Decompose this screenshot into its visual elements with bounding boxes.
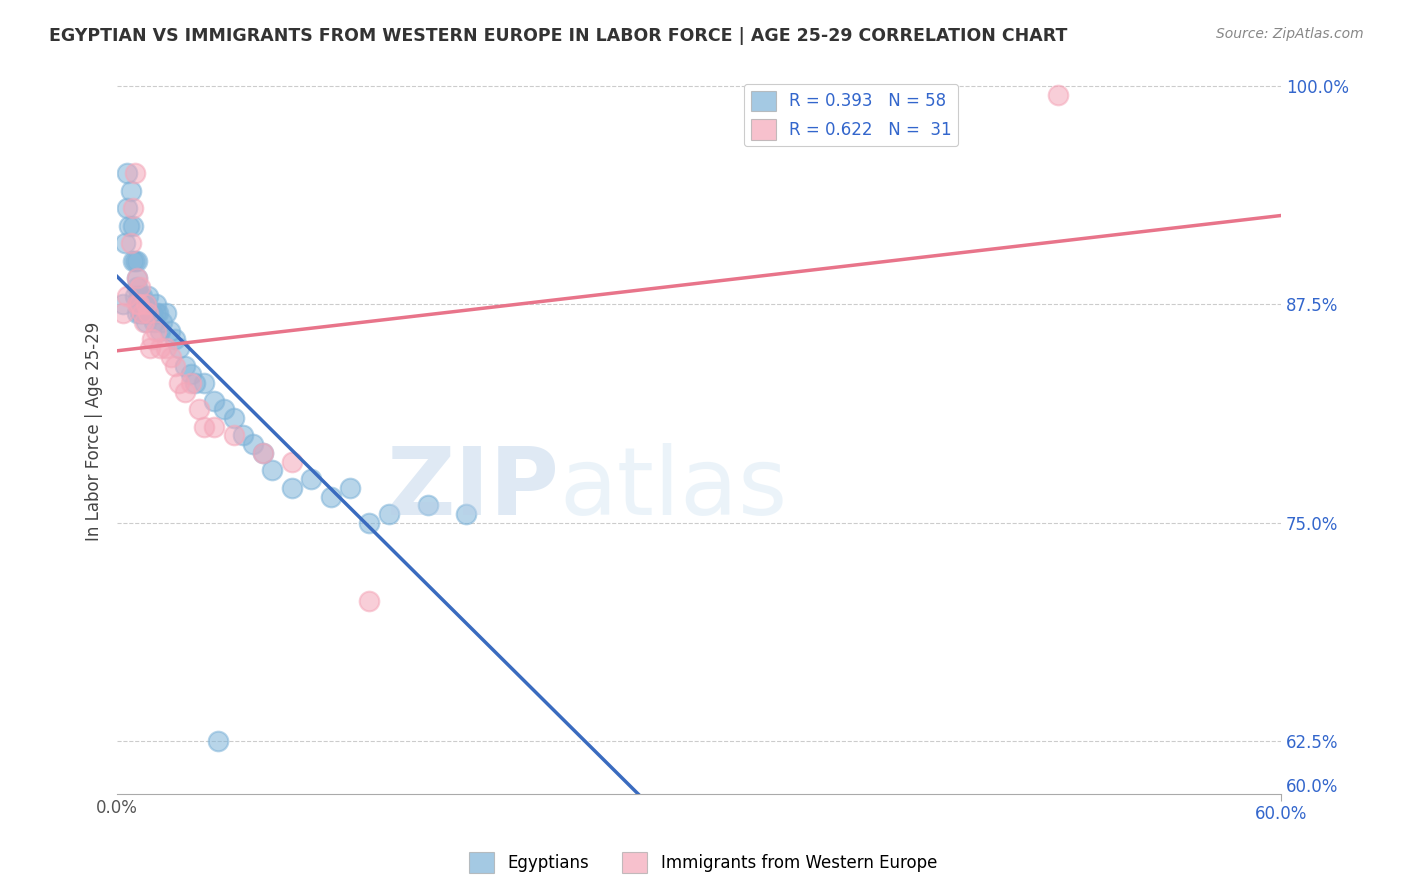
Point bbox=[281, 455, 304, 469]
Point bbox=[131, 288, 153, 302]
Point bbox=[416, 499, 439, 513]
Point bbox=[222, 428, 245, 442]
Point bbox=[121, 253, 143, 268]
Point bbox=[120, 184, 142, 198]
Point bbox=[180, 368, 202, 382]
Point bbox=[125, 306, 148, 320]
Legend: Egyptians, Immigrants from Western Europe: Egyptians, Immigrants from Western Europ… bbox=[463, 846, 943, 880]
Point bbox=[131, 306, 153, 320]
Point bbox=[120, 236, 142, 251]
Point bbox=[150, 315, 173, 329]
Point bbox=[1046, 87, 1069, 102]
Point bbox=[128, 297, 150, 311]
Point bbox=[135, 297, 157, 311]
Point bbox=[124, 253, 146, 268]
Text: Source: ZipAtlas.com: Source: ZipAtlas.com bbox=[1216, 27, 1364, 41]
Point bbox=[202, 393, 225, 408]
Text: EGYPTIAN VS IMMIGRANTS FROM WESTERN EUROPE IN LABOR FORCE | AGE 25-29 CORRELATIO: EGYPTIAN VS IMMIGRANTS FROM WESTERN EURO… bbox=[49, 27, 1067, 45]
Point bbox=[134, 297, 156, 311]
Point bbox=[118, 219, 141, 233]
Point bbox=[135, 297, 157, 311]
Point bbox=[149, 341, 172, 355]
Point bbox=[359, 516, 381, 530]
Point bbox=[136, 306, 159, 320]
Point bbox=[129, 306, 152, 320]
Point bbox=[242, 437, 264, 451]
Point bbox=[207, 734, 229, 748]
Point bbox=[281, 481, 304, 495]
Point bbox=[125, 297, 148, 311]
Point bbox=[121, 219, 143, 233]
Point bbox=[187, 402, 209, 417]
Text: ZIP: ZIP bbox=[387, 443, 560, 535]
Point bbox=[174, 384, 197, 399]
Point bbox=[193, 376, 215, 390]
Point bbox=[149, 324, 172, 338]
Point bbox=[125, 271, 148, 285]
Y-axis label: In Labor Force | Age 25-29: In Labor Force | Age 25-29 bbox=[86, 321, 103, 541]
Point bbox=[159, 324, 181, 338]
Point bbox=[125, 253, 148, 268]
Point bbox=[145, 324, 167, 338]
Point bbox=[134, 306, 156, 320]
Point bbox=[115, 166, 138, 180]
Point bbox=[174, 359, 197, 373]
Point bbox=[202, 419, 225, 434]
Point bbox=[136, 288, 159, 302]
Point bbox=[193, 419, 215, 434]
Point bbox=[145, 297, 167, 311]
Point bbox=[299, 472, 322, 486]
Point bbox=[222, 411, 245, 425]
Point bbox=[232, 428, 254, 442]
Point bbox=[155, 306, 177, 320]
Point bbox=[141, 332, 163, 346]
Point bbox=[319, 490, 342, 504]
Point bbox=[359, 594, 381, 608]
Point bbox=[125, 280, 148, 294]
Point bbox=[115, 202, 138, 216]
Legend: R = 0.393   N = 58, R = 0.622   N =  31: R = 0.393 N = 58, R = 0.622 N = 31 bbox=[744, 84, 959, 146]
Point bbox=[139, 341, 162, 355]
Point bbox=[131, 306, 153, 320]
Point bbox=[114, 236, 136, 251]
Point bbox=[262, 463, 284, 477]
Point bbox=[136, 306, 159, 320]
Point bbox=[135, 315, 157, 329]
Point bbox=[167, 376, 190, 390]
Text: atlas: atlas bbox=[560, 443, 787, 535]
Point bbox=[139, 306, 162, 320]
Point bbox=[115, 288, 138, 302]
Point bbox=[180, 376, 202, 390]
Point bbox=[129, 280, 152, 294]
Point bbox=[456, 507, 478, 521]
Point bbox=[129, 288, 152, 302]
Point bbox=[212, 402, 235, 417]
Point bbox=[134, 315, 156, 329]
Point bbox=[124, 166, 146, 180]
Point bbox=[155, 341, 177, 355]
Point bbox=[128, 297, 150, 311]
Point bbox=[252, 446, 274, 460]
Point bbox=[145, 306, 167, 320]
Point bbox=[111, 297, 134, 311]
Point bbox=[377, 507, 399, 521]
Point bbox=[252, 446, 274, 460]
Point bbox=[124, 288, 146, 302]
Point bbox=[111, 306, 134, 320]
Point bbox=[167, 341, 190, 355]
Point bbox=[184, 376, 207, 390]
Point bbox=[143, 315, 166, 329]
Point bbox=[165, 332, 187, 346]
Point bbox=[146, 306, 169, 320]
Point bbox=[121, 202, 143, 216]
Point bbox=[128, 288, 150, 302]
Point bbox=[125, 271, 148, 285]
Point bbox=[160, 350, 183, 364]
Point bbox=[165, 359, 187, 373]
Point bbox=[141, 306, 163, 320]
Point bbox=[339, 481, 361, 495]
